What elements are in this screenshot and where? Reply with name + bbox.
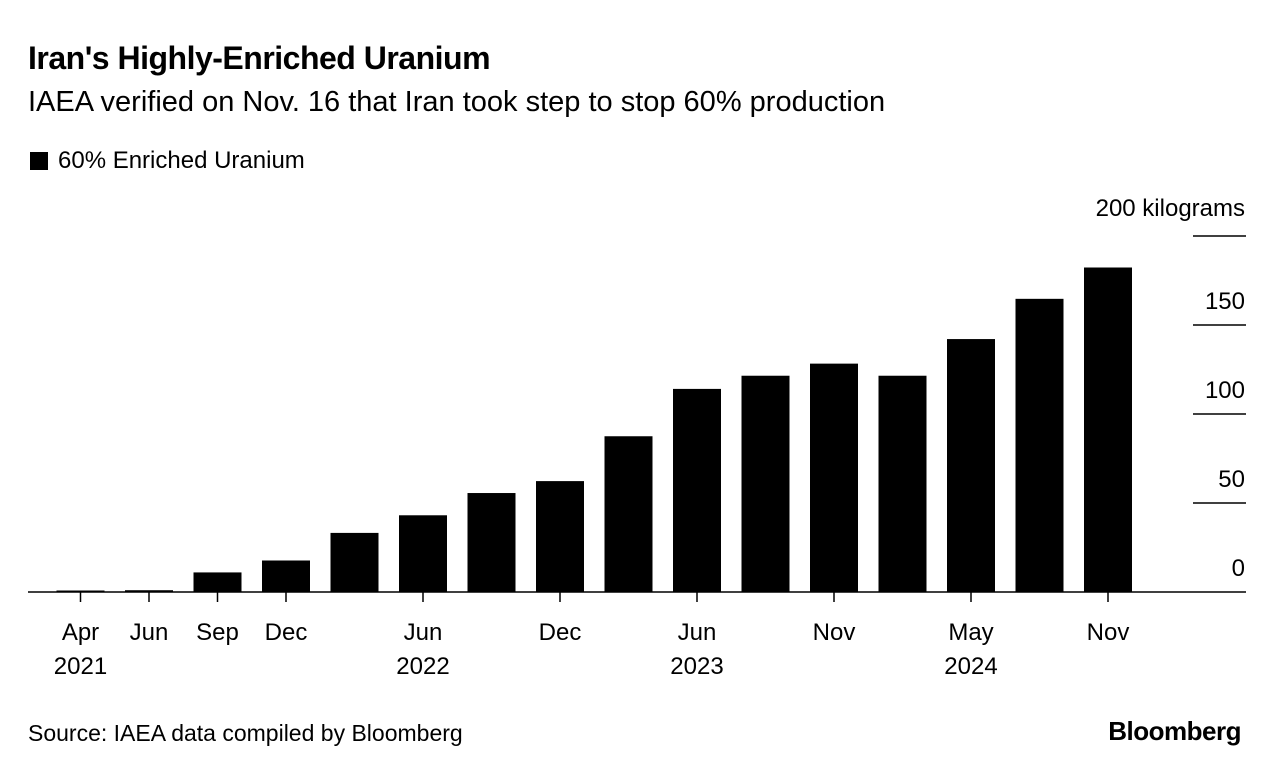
source-note: Source: IAEA data compiled by Bloomberg	[28, 720, 463, 746]
bar	[330, 532, 379, 592]
bar	[1084, 267, 1132, 592]
x-tick-label: Jun	[130, 619, 169, 646]
bar	[467, 493, 516, 592]
x-tick-year-label: 2023	[670, 653, 723, 680]
x-axis: Apr 2021 Jun Sep Dec Jun 2022 Dec Jun 2023 Nov May 2…	[28, 591, 1246, 680]
x-tick-year-label: 2024	[944, 653, 997, 680]
legend-label: 60% Enriched Uranium	[58, 147, 305, 174]
bar	[125, 590, 173, 592]
legend: 60% Enriched Uranium	[30, 147, 305, 175]
x-tick-label: Sep	[196, 619, 239, 646]
bar	[1015, 298, 1064, 592]
y-axis-unit-label: 200 kilograms	[1096, 195, 1245, 222]
bars-group	[56, 267, 1132, 592]
bar	[604, 436, 653, 592]
bar	[878, 375, 927, 592]
y-tick-label: 150	[1205, 288, 1245, 315]
legend-swatch	[30, 152, 48, 170]
bar-chart: 0 50 100 150 200 kilograms Apr 2021 Jun Sep Dec J…	[28, 195, 1246, 680]
x-tick-label: Apr	[62, 619, 99, 646]
bar	[810, 363, 858, 592]
y-tick-label: 50	[1218, 466, 1245, 493]
x-tick-label: Jun	[678, 619, 717, 646]
bar	[399, 515, 447, 592]
x-tick-label: Jun	[404, 619, 443, 646]
chart-subtitle: IAEA verified on Nov. 16 that Iran took …	[28, 86, 886, 118]
bar	[947, 339, 995, 592]
x-tick-year-label: 2022	[396, 653, 449, 680]
chart-title: Iran's Highly-Enriched Uranium	[28, 40, 491, 76]
bar	[262, 560, 310, 592]
y-tick-label: 0	[1232, 555, 1245, 582]
x-tick-label: May	[948, 619, 993, 646]
y-tick-label: 100	[1205, 377, 1245, 404]
bar	[673, 388, 721, 592]
bloomberg-logo: Bloomberg	[1108, 716, 1241, 746]
y-axis: 0 50 100 150 200 kilograms	[1096, 195, 1246, 582]
bar	[536, 481, 584, 592]
bar	[193, 572, 242, 592]
x-tick-label: Nov	[1087, 619, 1130, 646]
x-tick-label: Dec	[539, 619, 582, 646]
x-tick-year-label: 2021	[54, 653, 107, 680]
bar	[741, 375, 790, 592]
x-tick-label: Dec	[265, 619, 308, 646]
x-tick-label: Nov	[813, 619, 856, 646]
